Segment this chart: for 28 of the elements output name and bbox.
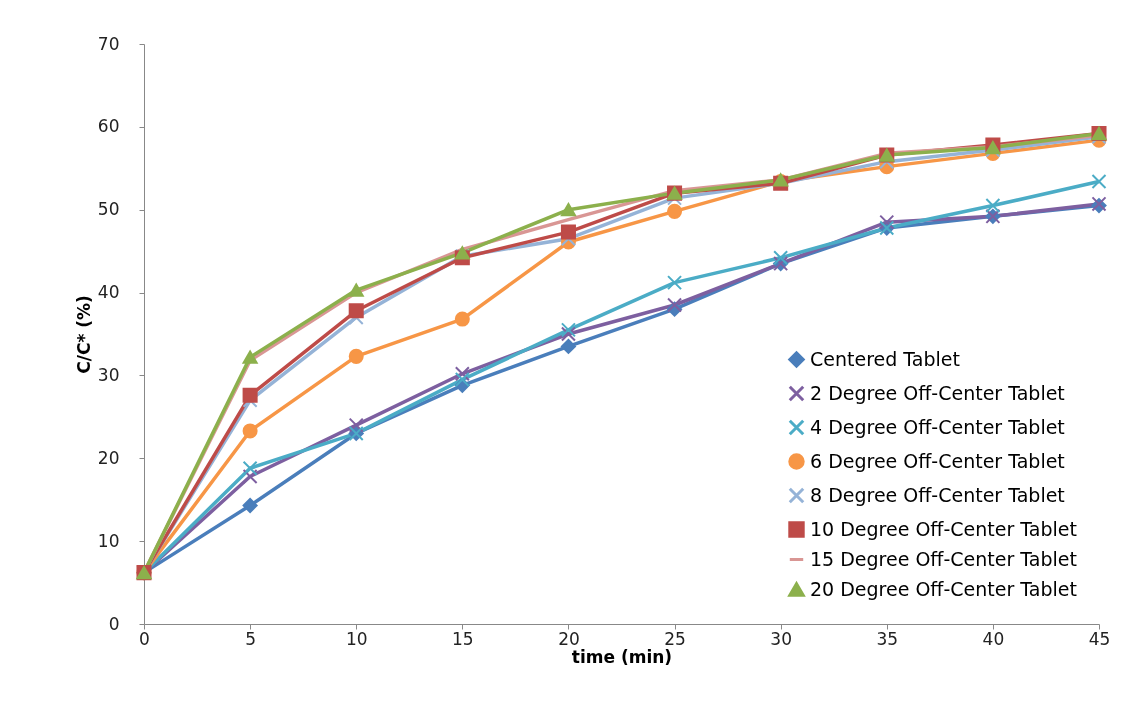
y-tick-label: 60 bbox=[97, 116, 120, 137]
y-tick-label: 20 bbox=[97, 447, 120, 468]
legend-label: Centered Tablet bbox=[810, 347, 960, 370]
x-tick-label: 15 bbox=[452, 628, 474, 649]
y-tick-label: 40 bbox=[97, 282, 120, 303]
x-tick-label: 20 bbox=[558, 628, 580, 649]
x-tick-label: 25 bbox=[664, 628, 686, 649]
x-tick-label: 30 bbox=[770, 628, 792, 649]
x-axis-title: time (min) bbox=[571, 646, 673, 667]
legend-label: 8 Degree Off-Center Tablet bbox=[810, 483, 1065, 506]
legend-label: 6 Degree Off-Center Tablet bbox=[810, 449, 1065, 472]
legend-label: 20 Degree Off-Center Tablet bbox=[810, 577, 1077, 600]
x-tick-label: 0 bbox=[139, 628, 150, 649]
x-tick-label: 40 bbox=[982, 628, 1005, 649]
y-axis-title: C/C* (%) bbox=[73, 295, 94, 374]
x-tick-label: 35 bbox=[876, 628, 899, 649]
y-tick-label: 30 bbox=[97, 364, 120, 385]
y-tick-label: 0 bbox=[108, 613, 120, 634]
x-tick-label: 10 bbox=[345, 628, 368, 649]
y-tick-label: 70 bbox=[97, 33, 120, 54]
legend-label: 2 Degree Off-Center Tablet bbox=[810, 381, 1065, 404]
x-tick-label: 5 bbox=[245, 628, 257, 649]
legend-label: 10 Degree Off-Center Tablet bbox=[810, 517, 1077, 540]
legend-label: 4 Degree Off-Center Tablet bbox=[810, 415, 1065, 438]
legend-label: 15 Degree Off-Center Tablet bbox=[810, 547, 1077, 570]
x-tick-label: 45 bbox=[1088, 628, 1111, 649]
y-tick-label: 10 bbox=[97, 530, 120, 551]
y-tick-label: 50 bbox=[97, 199, 120, 220]
